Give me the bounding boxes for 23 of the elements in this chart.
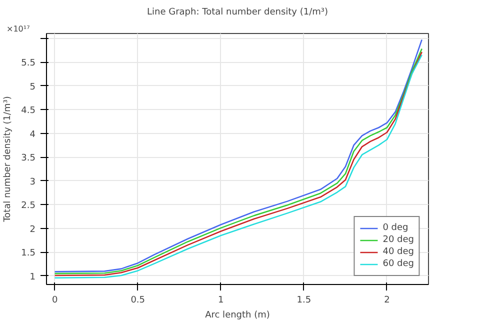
y-tick-label: 5 (30, 82, 36, 92)
y-tick-label: 4 (30, 130, 36, 140)
y-tick-label: 2 (30, 224, 36, 235)
chart-title: Line Graph: Total number density (1/m³) (147, 8, 328, 18)
y-axis-title: Total number density (1/m³) (3, 96, 14, 223)
x-tick-label: 0 (52, 296, 58, 306)
text: ×10¹⁷ (6, 24, 30, 34)
y-tick-label: 4.5 (21, 106, 36, 116)
y-tick-label: 3 (30, 177, 36, 188)
legend-label: 0 deg (382, 222, 408, 234)
x-tick-label: 1.5 (296, 296, 312, 306)
x-tick-label: 0.5 (130, 296, 146, 306)
y-tick-label: 3.5 (21, 154, 36, 164)
y-tick-label: 5.5 (21, 58, 36, 69)
x-axis-title: Arc length (m) (205, 310, 270, 320)
y-tick-label: 2.5 (21, 201, 36, 212)
y-tick-label: 1.5 (21, 248, 36, 259)
legend-label: 20 deg (382, 234, 414, 246)
legend-label: 40 deg (382, 246, 414, 258)
legend-label: 60 deg (382, 258, 414, 270)
x-tick-label: 2 (384, 296, 390, 306)
y-tick-label: 1 (30, 272, 36, 282)
x-tick-label: 1 (218, 296, 224, 306)
